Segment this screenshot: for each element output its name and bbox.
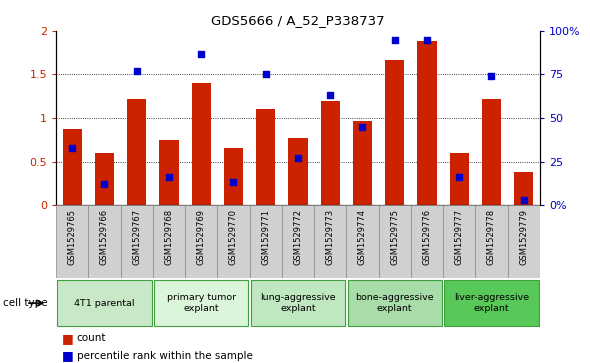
Bar (282, 205, 314, 278)
Bar (514, 172, 533, 205)
Point (358, 124, 367, 130)
Bar (507, 205, 540, 278)
Text: GSM1529766: GSM1529766 (100, 209, 109, 265)
Bar (482, 99, 501, 205)
Text: GSM1529777: GSM1529777 (455, 209, 464, 265)
Point (261, 72, 270, 77)
Text: GSM1529775: GSM1529775 (390, 209, 399, 265)
Bar (289, 138, 307, 205)
Bar (346, 205, 379, 278)
Bar (250, 205, 282, 278)
Bar (56, 205, 88, 278)
Bar (88, 205, 120, 278)
Text: GSM1529773: GSM1529773 (326, 209, 335, 265)
Point (132, 68, 142, 74)
Bar (314, 205, 346, 278)
Bar (450, 153, 469, 205)
Bar (256, 109, 276, 205)
Point (67, 145, 77, 151)
Bar (153, 205, 185, 278)
Text: GSM1529769: GSM1529769 (196, 209, 206, 265)
Point (229, 180, 238, 185)
Text: GSM1529779: GSM1529779 (519, 209, 528, 265)
Bar (251, 280, 345, 326)
Text: GSM1529767: GSM1529767 (132, 209, 141, 265)
Bar (159, 140, 179, 205)
Bar (348, 280, 442, 326)
Bar (95, 153, 114, 205)
Bar (57, 280, 152, 326)
Text: cell type: cell type (3, 298, 48, 308)
Bar (476, 205, 507, 278)
Point (519, 197, 529, 203)
Text: GSM1529772: GSM1529772 (293, 209, 303, 265)
Bar (154, 280, 248, 326)
Bar (120, 205, 153, 278)
Text: liver-aggressive
explant: liver-aggressive explant (454, 293, 529, 313)
Bar (443, 205, 476, 278)
Text: lung-aggressive
explant: lung-aggressive explant (260, 293, 336, 313)
Point (164, 174, 173, 180)
Bar (385, 60, 404, 205)
Point (196, 50, 206, 56)
Point (100, 181, 109, 187)
Text: GSM1529776: GSM1529776 (422, 209, 431, 265)
Bar (185, 205, 217, 278)
Bar (217, 205, 250, 278)
Title: GDS5666 / A_52_P338737: GDS5666 / A_52_P338737 (211, 14, 385, 27)
Text: bone-aggressive
explant: bone-aggressive explant (355, 293, 434, 313)
Point (293, 155, 303, 161)
Bar (192, 83, 211, 205)
Text: primary tumor
explant: primary tumor explant (166, 293, 236, 313)
Text: percentile rank within the sample: percentile rank within the sample (77, 351, 253, 361)
Text: GSM1529770: GSM1529770 (229, 209, 238, 265)
Point (326, 93, 335, 98)
Point (390, 37, 399, 42)
Text: GSM1529778: GSM1529778 (487, 209, 496, 265)
Bar (127, 99, 146, 205)
Bar (411, 205, 443, 278)
Text: ■: ■ (62, 332, 74, 345)
Bar (320, 101, 340, 205)
Text: 4T1 parental: 4T1 parental (74, 299, 135, 307)
Text: GSM1529774: GSM1529774 (358, 209, 367, 265)
Text: ■: ■ (62, 349, 74, 362)
Bar (417, 41, 437, 205)
Point (487, 73, 496, 79)
Bar (224, 148, 243, 205)
Text: GSM1529765: GSM1529765 (68, 209, 77, 265)
Bar (353, 121, 372, 205)
Text: GSM1529768: GSM1529768 (165, 209, 173, 265)
Point (422, 37, 432, 42)
Bar (63, 129, 82, 205)
Bar (444, 280, 539, 326)
Bar (379, 205, 411, 278)
Text: GSM1529771: GSM1529771 (261, 209, 270, 265)
Text: count: count (77, 333, 106, 343)
Point (454, 174, 464, 180)
